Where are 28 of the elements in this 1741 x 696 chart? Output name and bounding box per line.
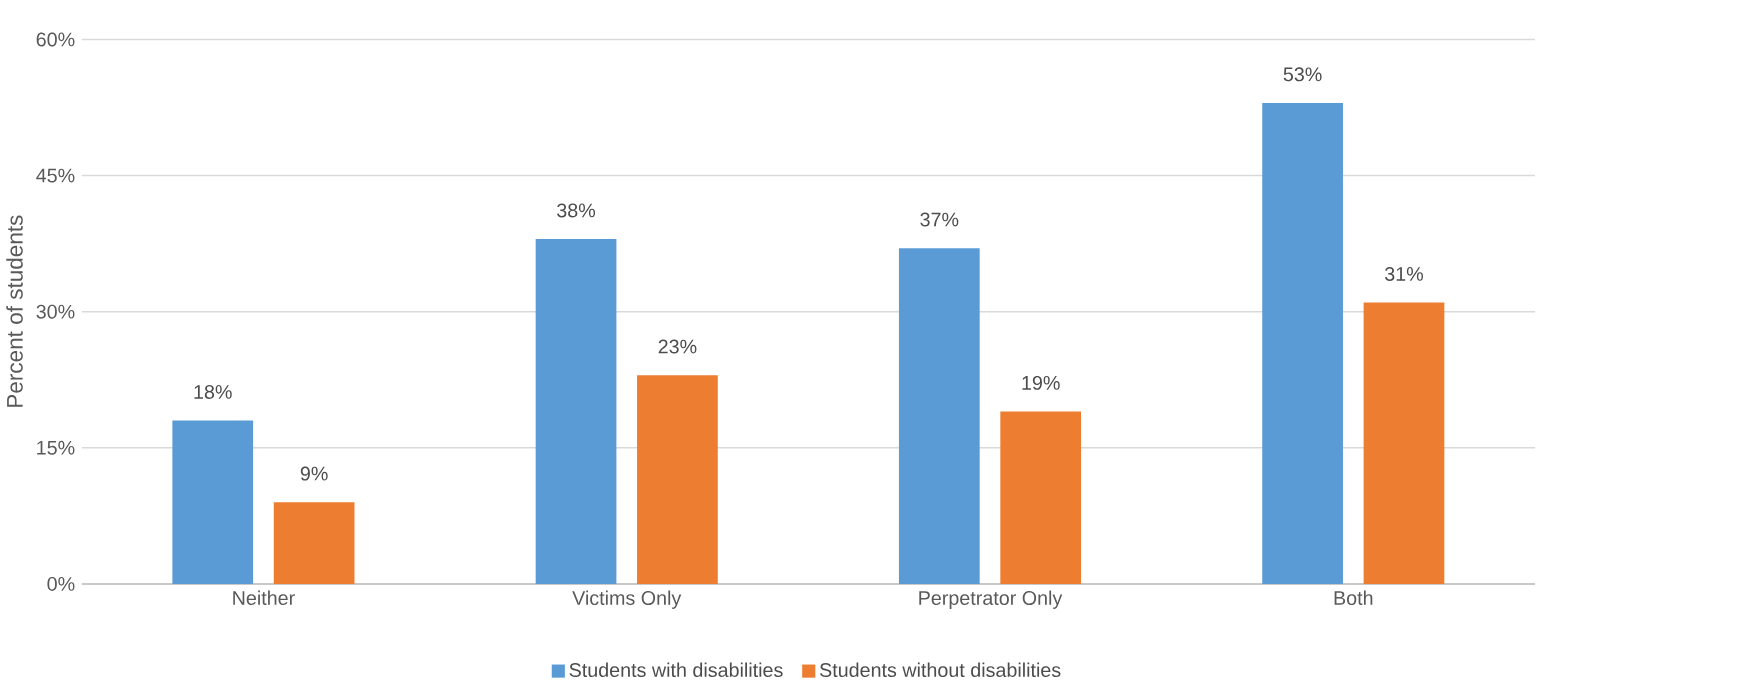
y-tick-label: 60% [36,32,75,47]
data-label: 31% [1385,267,1423,282]
data-label: 38% [557,203,596,218]
bar [898,248,980,585]
bar [273,502,355,585]
data-label: 19% [1022,376,1060,391]
legend-label: Students with disabilities [569,662,783,678]
bar [1363,302,1445,585]
bar [535,239,617,585]
data-label: 18% [194,385,232,400]
x-tick-label: Neither [233,590,295,606]
data-label: 9% [300,466,328,481]
y-tick-label: 30% [36,304,75,319]
bar [637,375,718,585]
x-tick-label: Victims Only [572,590,682,610]
bar [1000,411,1082,585]
legend-label: Students without disabilities [819,662,1061,678]
bar [1262,103,1343,585]
y-tick-label: 15% [37,441,75,455]
y-axis-title: Percent of students [6,215,23,408]
data-label: 53% [1283,67,1322,82]
bar [172,420,254,585]
data-label: 23% [658,339,697,354]
x-tick-label: Perpetrator Only [919,590,1063,610]
data-label: 37% [920,212,959,227]
y-tick-label: 0% [47,577,75,592]
y-tick-label: 45% [36,168,75,183]
x-tick-label: Both [1334,590,1373,606]
